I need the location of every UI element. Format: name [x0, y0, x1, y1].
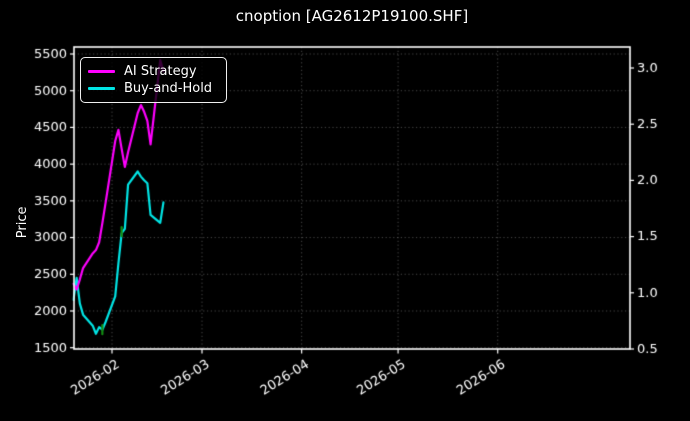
buy-and-hold-line-swatch — [88, 87, 115, 91]
legend-item-buy-and-hold: Buy-and-Hold — [88, 82, 222, 95]
legend-label-buy-and-hold: Buy-and-Hold — [124, 81, 213, 97]
legend-item-ai-strategy: AI Strategy — [88, 65, 222, 78]
legend-label-ai-strategy: AI Strategy — [124, 63, 197, 79]
ai-strategy-line-swatch — [88, 69, 115, 73]
legend: AI Strategy Buy-and-Hold — [80, 57, 227, 103]
left-axis-title: Price — [14, 206, 30, 239]
chart-title: cnoption [AG2612P19100.SHF] — [235, 7, 469, 25]
